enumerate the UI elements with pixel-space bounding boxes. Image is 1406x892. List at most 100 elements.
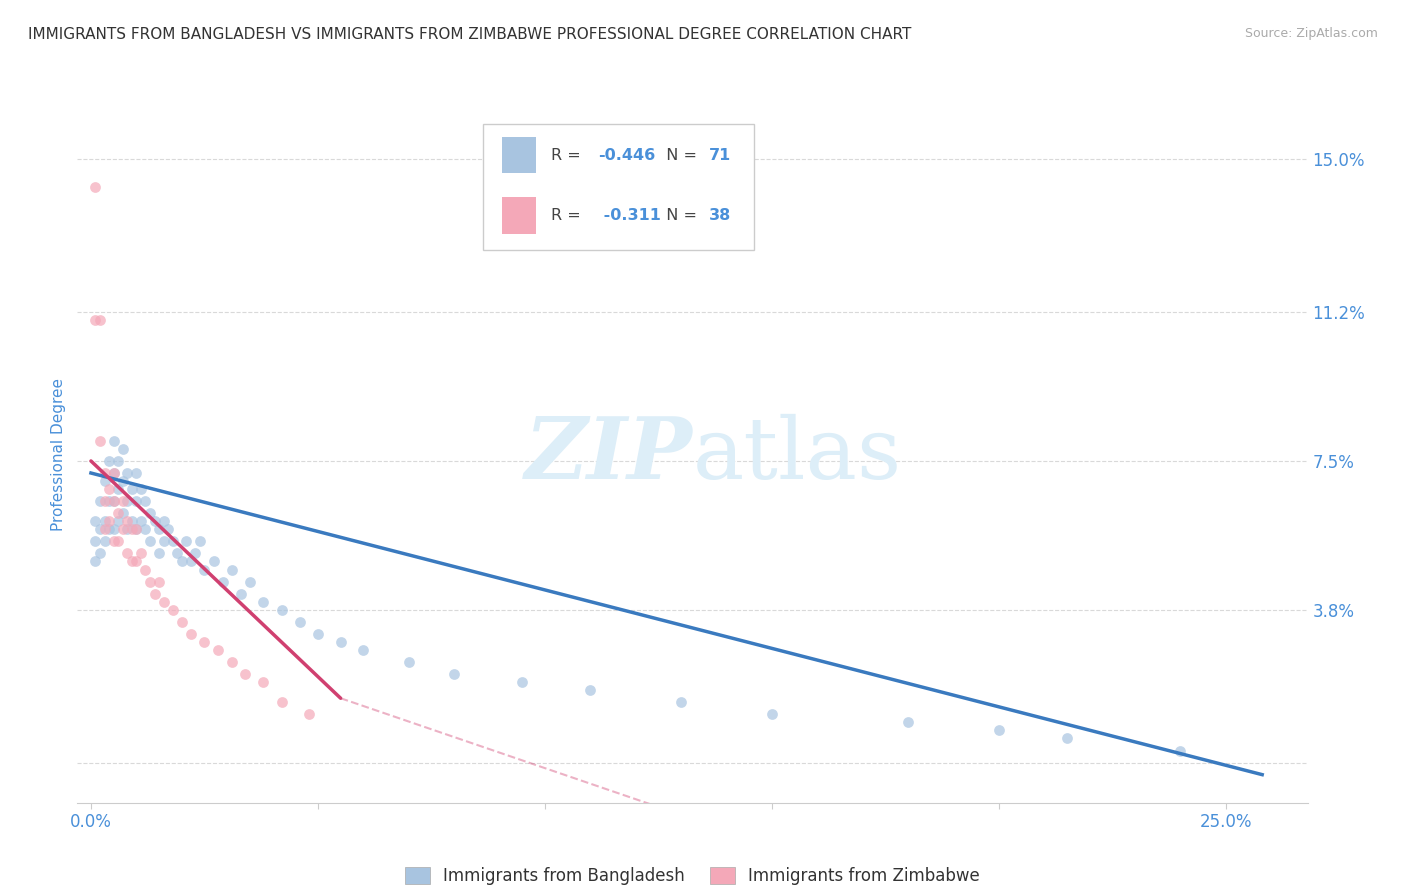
Point [170, 615, 193, 629]
Point [111, 442, 134, 456]
Text: -0.311: -0.311 [598, 208, 661, 223]
Point [669, 695, 692, 709]
Text: Source: ZipAtlas.com: Source: ZipAtlas.com [1244, 27, 1378, 40]
Point [117, 546, 139, 560]
Point [134, 562, 156, 576]
Point [148, 574, 170, 589]
Point [170, 554, 193, 568]
Point [157, 522, 180, 536]
Point [93, 494, 115, 508]
Point [1056, 731, 1078, 746]
Point [98, 454, 121, 468]
Point [443, 667, 465, 681]
Point [180, 627, 202, 641]
Point [103, 534, 125, 549]
Text: ZIP: ZIP [524, 413, 693, 497]
Point [89, 313, 111, 327]
Point [107, 454, 129, 468]
Point [1170, 743, 1192, 757]
Point [211, 574, 233, 589]
Point [897, 715, 920, 730]
Point [111, 506, 134, 520]
Point [134, 522, 156, 536]
Point [103, 434, 125, 448]
Point [107, 482, 129, 496]
Point [270, 695, 292, 709]
Point [162, 534, 184, 549]
Point [288, 615, 311, 629]
Point [152, 514, 174, 528]
Point [398, 655, 420, 669]
Text: 38: 38 [709, 208, 731, 223]
Point [103, 494, 125, 508]
Point [125, 466, 148, 480]
Text: R =: R = [551, 208, 586, 223]
Point [761, 707, 783, 722]
Point [98, 514, 121, 528]
Point [93, 534, 115, 549]
Point [89, 494, 111, 508]
Point [125, 554, 148, 568]
Point [188, 534, 211, 549]
Legend: Immigrants from Bangladesh, Immigrants from Zimbabwe: Immigrants from Bangladesh, Immigrants f… [405, 867, 980, 885]
Point [103, 466, 125, 480]
Point [89, 434, 111, 448]
Point [103, 522, 125, 536]
Point [117, 514, 139, 528]
Point [193, 562, 215, 576]
Point [103, 494, 125, 508]
Point [129, 514, 152, 528]
Point [117, 466, 139, 480]
Point [111, 494, 134, 508]
Point [579, 683, 602, 698]
Y-axis label: Professional Degree: Professional Degree [51, 378, 66, 532]
Text: -0.446: -0.446 [598, 147, 655, 162]
Point [193, 635, 215, 649]
FancyBboxPatch shape [484, 124, 754, 250]
Point [148, 546, 170, 560]
Text: IMMIGRANTS FROM BANGLADESH VS IMMIGRANTS FROM ZIMBABWE PROFESSIONAL DEGREE CORRE: IMMIGRANTS FROM BANGLADESH VS IMMIGRANTS… [28, 27, 911, 42]
Point [111, 522, 134, 536]
Point [129, 546, 152, 560]
Point [510, 675, 533, 690]
Point [152, 534, 174, 549]
Point [84, 554, 107, 568]
Point [125, 522, 148, 536]
Point [166, 546, 188, 560]
Point [143, 514, 166, 528]
FancyBboxPatch shape [502, 197, 536, 234]
Point [987, 723, 1010, 738]
Point [229, 587, 252, 601]
Text: N =: N = [655, 208, 702, 223]
Point [143, 587, 166, 601]
Point [107, 514, 129, 528]
Point [352, 643, 374, 657]
Point [121, 522, 143, 536]
Point [139, 506, 162, 520]
Point [221, 562, 243, 576]
Point [134, 494, 156, 508]
Point [174, 534, 197, 549]
Point [252, 675, 274, 690]
Point [89, 546, 111, 560]
Point [152, 595, 174, 609]
FancyBboxPatch shape [502, 137, 536, 173]
Point [98, 494, 121, 508]
Point [93, 522, 115, 536]
Point [121, 554, 143, 568]
Point [111, 474, 134, 488]
Point [162, 603, 184, 617]
Point [103, 466, 125, 480]
Point [84, 514, 107, 528]
Point [139, 574, 162, 589]
Point [107, 506, 129, 520]
Point [329, 635, 352, 649]
Point [239, 574, 262, 589]
Point [207, 643, 229, 657]
Point [125, 494, 148, 508]
Text: 71: 71 [709, 147, 731, 162]
Point [89, 522, 111, 536]
Text: atlas: atlas [693, 413, 901, 497]
Point [252, 595, 274, 609]
Point [93, 474, 115, 488]
